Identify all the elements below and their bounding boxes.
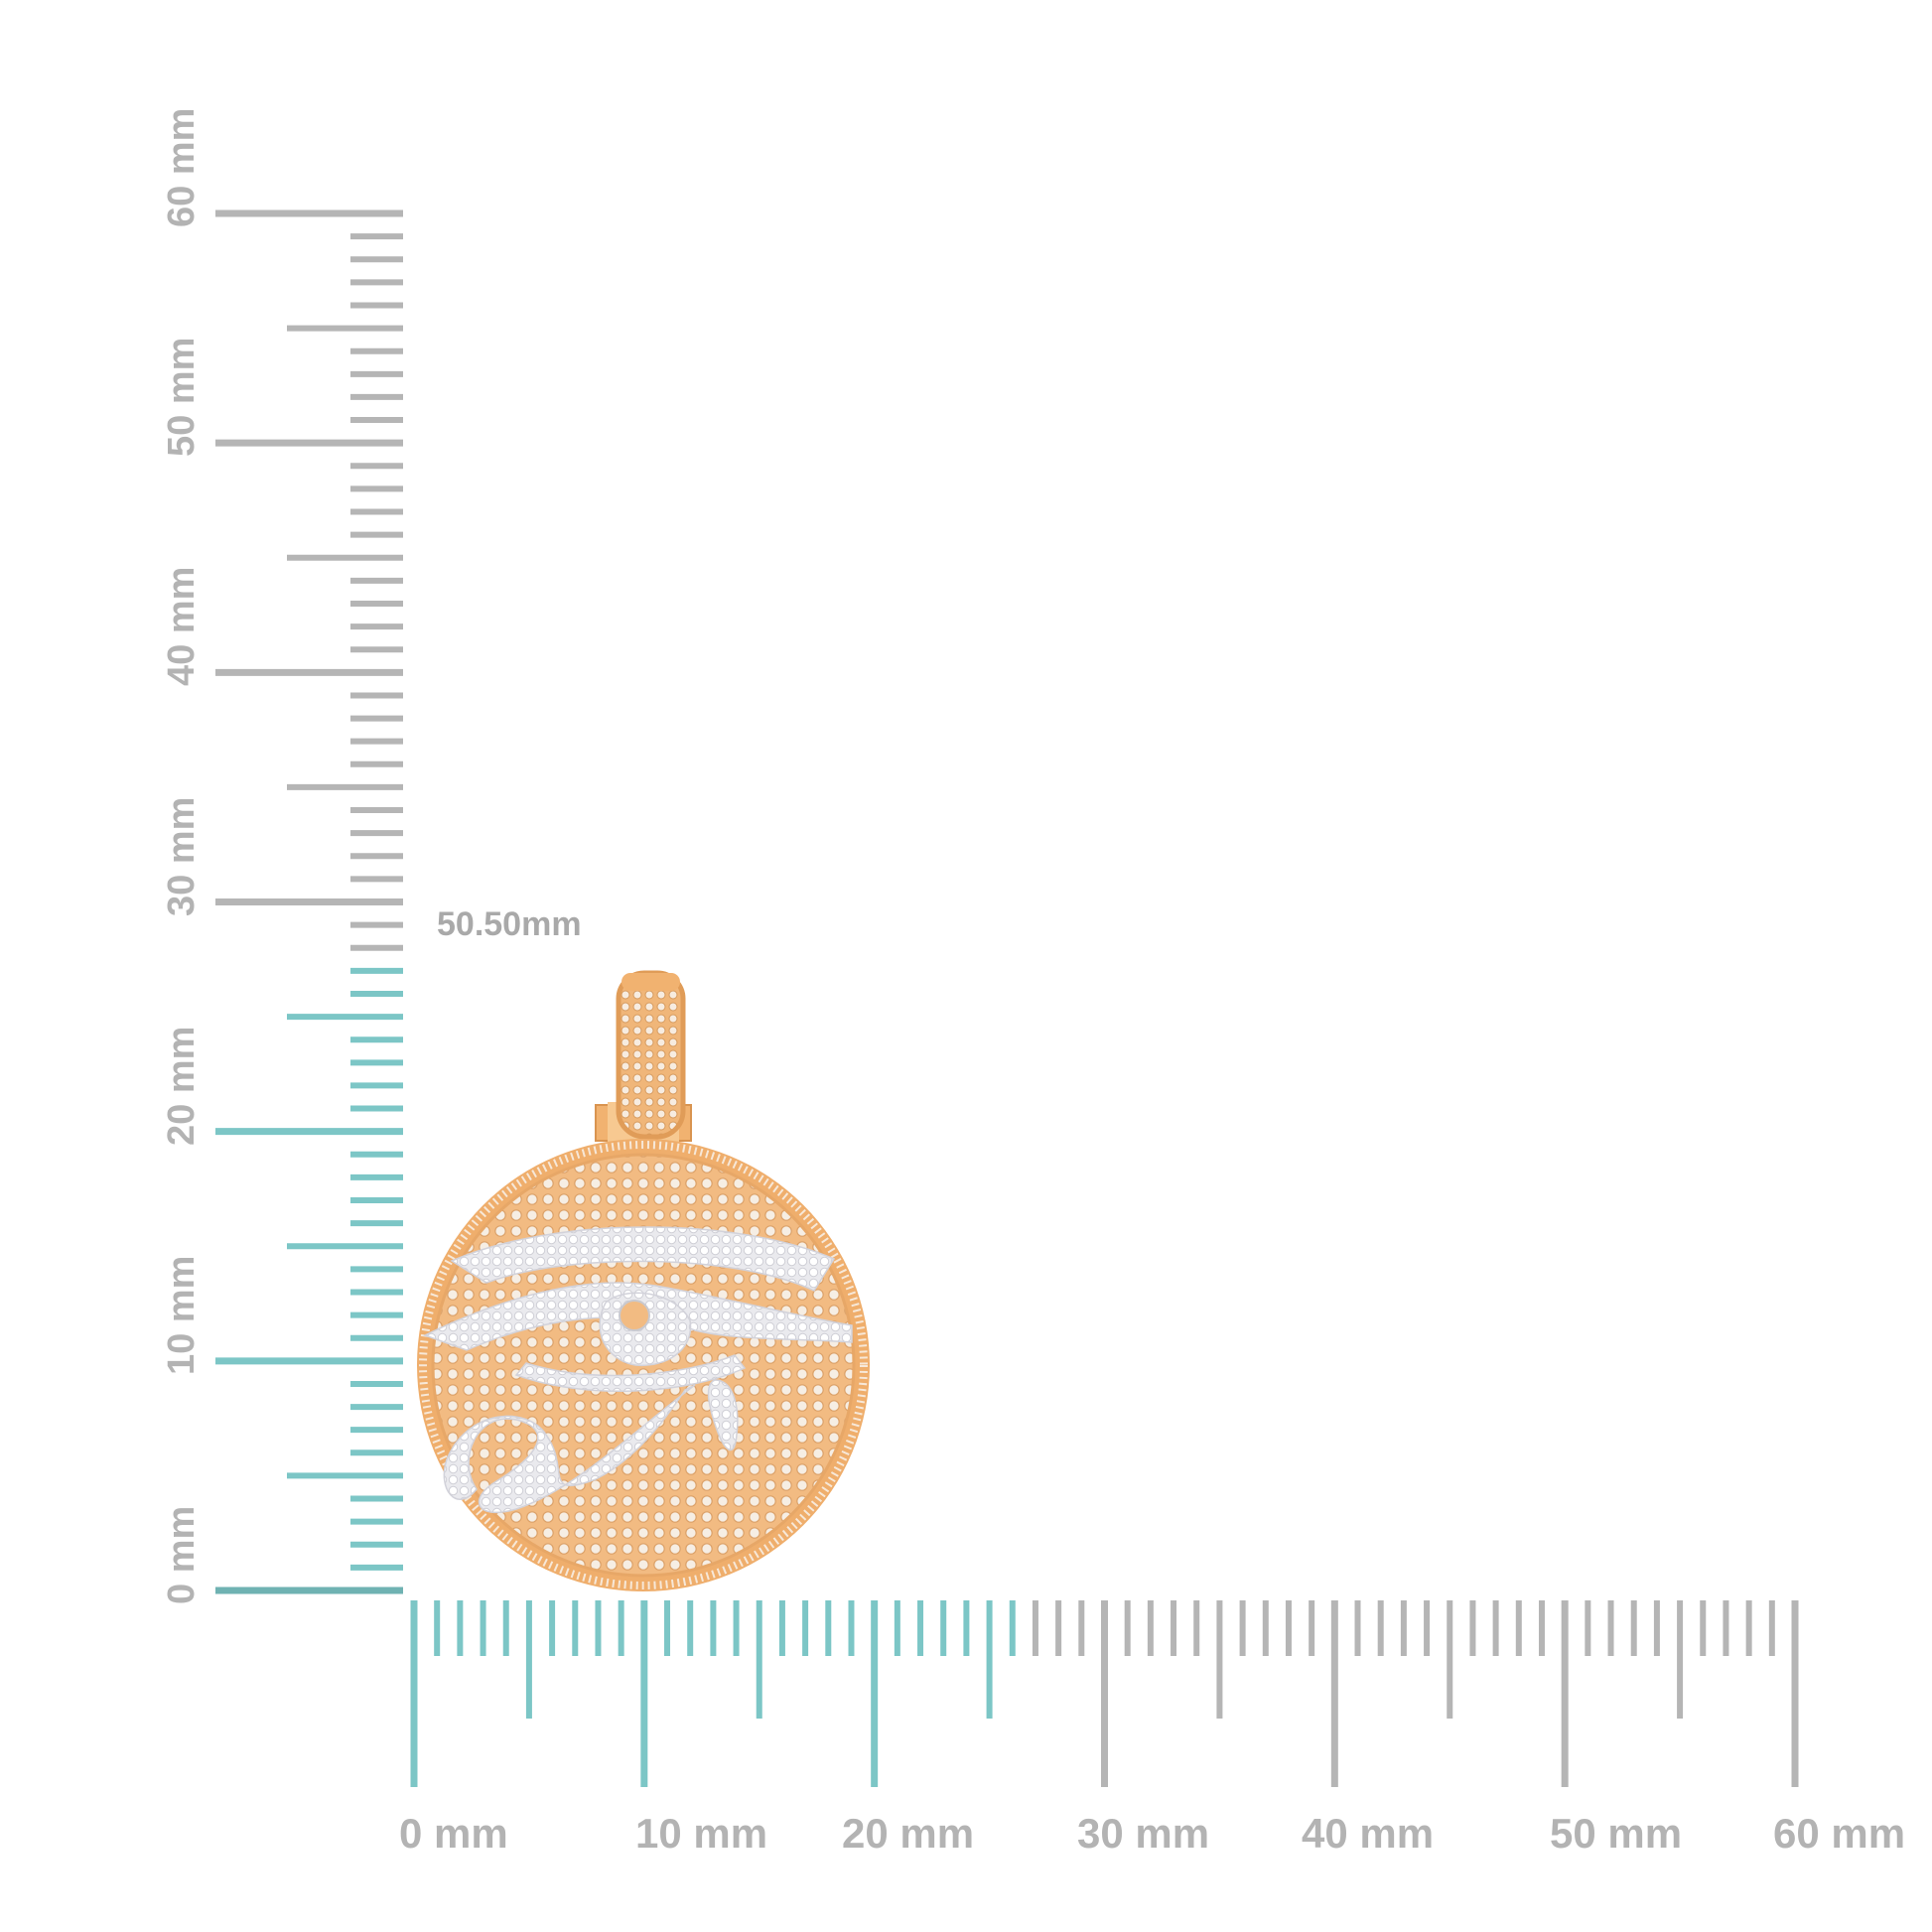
horizontal-ruler-label: 50 mm (1550, 1810, 1683, 1857)
vertical-ruler-label: 60 mm (161, 107, 203, 227)
horizontal-ruler-label: 10 mm (635, 1810, 768, 1857)
horizontal-ruler-label: 40 mm (1302, 1810, 1435, 1857)
dimension-label: 50.50mm (437, 905, 582, 943)
vertical-ruler-label: 40 mm (161, 566, 203, 687)
vertical-ruler-label: 50 mm (161, 337, 203, 458)
vertical-ruler-label: 20 mm (161, 1026, 203, 1146)
vertical-ruler-label: 10 mm (161, 1255, 203, 1375)
horizontal-ruler-label: 30 mm (1077, 1810, 1210, 1857)
horizontal-ruler-label: 20 mm (842, 1810, 975, 1857)
horizontal-ruler-label: 60 mm (1773, 1810, 1906, 1857)
vertical-ruler-label: 30 mm (161, 796, 203, 916)
horizontal-ruler-label: 0 mm (399, 1810, 508, 1857)
vertical-ruler-label: 0 mm (161, 1505, 203, 1604)
